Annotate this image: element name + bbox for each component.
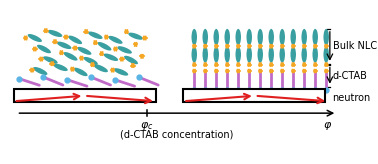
Ellipse shape bbox=[192, 29, 197, 45]
Ellipse shape bbox=[302, 46, 307, 63]
Ellipse shape bbox=[214, 46, 219, 63]
Ellipse shape bbox=[28, 34, 42, 42]
Bar bbox=[14, 89, 156, 102]
Text: $\varphi_c$: $\varphi_c$ bbox=[140, 120, 153, 132]
Ellipse shape bbox=[77, 47, 91, 55]
Ellipse shape bbox=[68, 36, 82, 44]
Ellipse shape bbox=[214, 29, 219, 45]
Ellipse shape bbox=[225, 29, 230, 45]
Ellipse shape bbox=[48, 30, 62, 37]
Ellipse shape bbox=[98, 42, 112, 51]
Ellipse shape bbox=[235, 46, 241, 63]
Ellipse shape bbox=[108, 36, 122, 44]
Ellipse shape bbox=[74, 68, 88, 76]
Ellipse shape bbox=[246, 46, 252, 63]
Bar bbox=[183, 89, 325, 102]
Ellipse shape bbox=[53, 64, 68, 71]
Ellipse shape bbox=[88, 31, 102, 39]
Ellipse shape bbox=[128, 33, 143, 40]
Ellipse shape bbox=[94, 64, 108, 72]
Ellipse shape bbox=[43, 56, 58, 64]
Ellipse shape bbox=[313, 46, 318, 63]
Ellipse shape bbox=[37, 45, 51, 53]
Ellipse shape bbox=[57, 42, 71, 49]
Ellipse shape bbox=[235, 29, 241, 45]
Ellipse shape bbox=[257, 46, 263, 63]
Ellipse shape bbox=[290, 46, 296, 63]
Ellipse shape bbox=[257, 29, 263, 45]
Ellipse shape bbox=[33, 67, 48, 75]
Text: d-CTAB: d-CTAB bbox=[333, 71, 367, 81]
Ellipse shape bbox=[302, 29, 307, 45]
Ellipse shape bbox=[324, 46, 329, 63]
Ellipse shape bbox=[203, 46, 208, 63]
Ellipse shape bbox=[114, 68, 128, 76]
Ellipse shape bbox=[279, 46, 285, 63]
Ellipse shape bbox=[117, 46, 132, 54]
Ellipse shape bbox=[203, 29, 208, 45]
Ellipse shape bbox=[279, 29, 285, 45]
Text: $\varphi$: $\varphi$ bbox=[324, 120, 333, 132]
Ellipse shape bbox=[268, 46, 274, 63]
Ellipse shape bbox=[64, 52, 77, 61]
Ellipse shape bbox=[324, 29, 329, 45]
Ellipse shape bbox=[104, 53, 118, 61]
Ellipse shape bbox=[192, 46, 197, 63]
Text: neutron: neutron bbox=[332, 93, 370, 103]
Ellipse shape bbox=[268, 29, 274, 45]
Ellipse shape bbox=[246, 29, 252, 45]
Ellipse shape bbox=[313, 29, 318, 45]
Ellipse shape bbox=[84, 57, 98, 65]
Ellipse shape bbox=[124, 56, 138, 64]
Text: Bulk NLC: Bulk NLC bbox=[333, 41, 377, 51]
Text: (d-CTAB concentration): (d-CTAB concentration) bbox=[120, 130, 234, 140]
Ellipse shape bbox=[290, 29, 296, 45]
Ellipse shape bbox=[225, 46, 230, 63]
